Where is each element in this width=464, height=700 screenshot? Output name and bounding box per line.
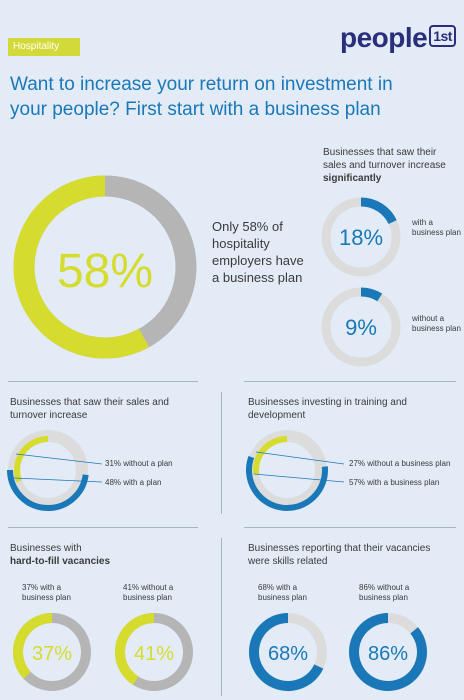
donut-41-chart: 41%	[115, 613, 193, 691]
training-legend-57: 57% with a business plan	[349, 478, 440, 487]
people-1st-logo: people 1st	[340, 22, 456, 54]
big-donut-label: 58%	[57, 245, 153, 298]
training-title: Businesses investing in training and dev…	[248, 397, 407, 421]
donut-41-arc	[115, 613, 155, 685]
donut-18-chart: 18%	[321, 197, 401, 277]
vacancies-title-plain: Businesses with	[10, 543, 82, 554]
increase-arc-48	[7, 469, 89, 511]
skills-note-68: 68% with a business plan	[258, 583, 307, 602]
donut-86-label: 86%	[368, 643, 408, 665]
increase-arc-31	[14, 436, 49, 483]
donut-9-chart: 9%	[321, 287, 401, 367]
training-arc-27	[253, 436, 288, 475]
increase-leader-31	[15, 453, 103, 465]
big-donut-arc-58	[13, 175, 150, 359]
increase-legend-48: 48% with a plan	[105, 478, 162, 487]
training-chart	[246, 430, 344, 511]
vacancies-note-37: 37% with a business plan	[22, 583, 71, 602]
donut-37-chart: 37%	[13, 613, 91, 691]
note-9: without a business plan	[412, 314, 461, 333]
divider-right-2	[244, 527, 456, 528]
big-donut-chart: 58%	[13, 175, 197, 359]
logo-text: people	[340, 22, 428, 53]
vacancies-note-41: 41% without a business plan	[123, 583, 174, 602]
big-stat-caption: Only 58% of hospitality employers have a…	[212, 219, 304, 285]
donut-86-arc	[349, 613, 427, 691]
vacancies-title: Businesses with hard-to-fill vacancies	[10, 542, 180, 568]
increase-chart	[7, 430, 103, 511]
divider-right-1	[244, 381, 456, 382]
donut-68-chart: 68%	[249, 613, 327, 691]
donut-9-arc	[360, 287, 383, 302]
divider-vertical-1	[221, 392, 222, 514]
divider-vertical-2	[221, 538, 222, 696]
donut-86-chart: 86%	[349, 613, 427, 691]
logo-box: 1st	[429, 25, 456, 47]
training-leader-57	[253, 473, 344, 483]
donut-37-label: 37%	[32, 643, 72, 665]
training-arc-57	[246, 455, 328, 511]
donut-41-label: 41%	[134, 643, 174, 665]
donut-9-label: 9%	[345, 315, 377, 340]
training-legend-27: 27% without a business plan	[349, 459, 451, 468]
donut-68-label: 68%	[268, 643, 308, 665]
increase-leader-48	[13, 477, 103, 483]
training-leader-27	[255, 451, 344, 465]
vacancies-title-bold: hard-to-fill vacancies	[10, 556, 111, 567]
donut-18-arc	[360, 197, 397, 225]
increase-title: Businesses that saw their sales and turn…	[10, 397, 169, 421]
skills-title: Businesses reporting that their vacancie…	[248, 543, 431, 567]
donut-68-arc	[249, 613, 324, 691]
donut-37-arc	[13, 613, 53, 679]
headline: Want to increase your return on investme…	[10, 74, 393, 120]
sector-tag: Hospitality	[8, 38, 80, 56]
increase-legend-31: 31% without a plan	[105, 459, 173, 468]
skills-note-86: 86% without a business plan	[359, 583, 410, 602]
donut-18-label: 18%	[339, 225, 383, 250]
significant-title-plain: Businesses that saw their sales and turn…	[323, 147, 446, 171]
divider-left-2	[8, 527, 198, 528]
significant-title: Businesses that saw their sales and turn…	[323, 146, 453, 185]
significant-title-bold: significantly	[323, 173, 382, 184]
divider-left-1	[8, 381, 198, 382]
note-18: with a business plan	[412, 218, 461, 237]
